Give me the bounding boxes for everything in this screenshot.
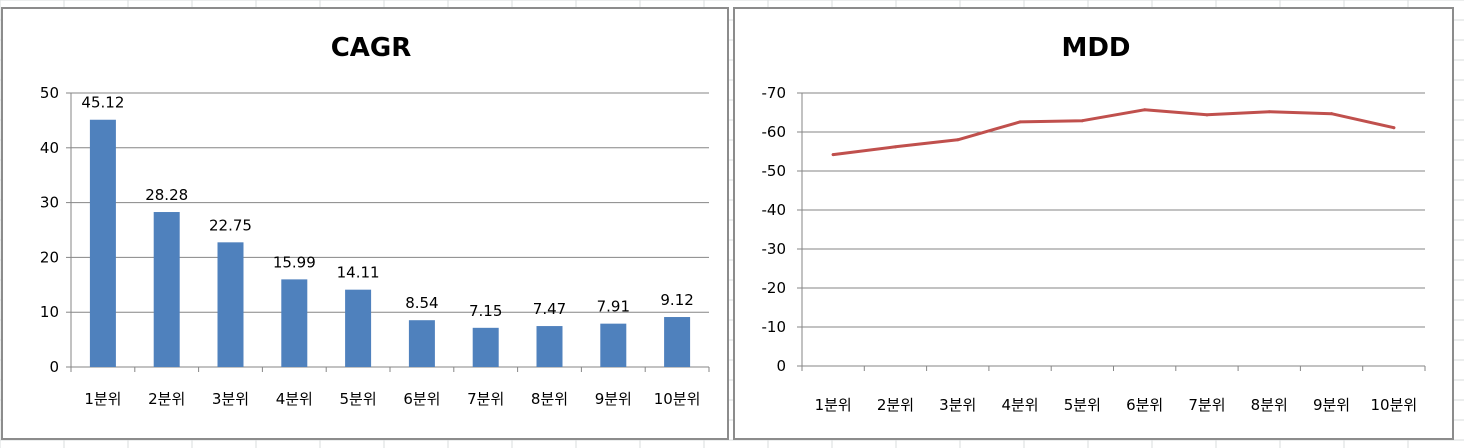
bar [408, 320, 435, 367]
data-point [831, 153, 835, 157]
x-tick-label: 10분위 [1371, 396, 1418, 414]
x-tick-label: 2분위 [877, 396, 914, 414]
y-tick-label: -60 [762, 123, 787, 141]
data-label: 28.28 [145, 186, 188, 204]
x-tick-label: 8분위 [531, 390, 568, 408]
x-tick-label: 4분위 [1001, 396, 1038, 414]
data-label: 22.75 [209, 216, 252, 234]
data-label: 15.99 [273, 253, 316, 271]
mdd-chart: MDD 0 -10 -20 -30 -40 -50 -60 -70 1분위 2분위 3분위 4분위 5분… [762, 33, 1426, 414]
data-label: 7.91 [597, 298, 630, 316]
data-label: 14.11 [337, 264, 380, 282]
x-tick-label: 6분위 [1126, 396, 1163, 414]
y-tick-label: 0 [776, 357, 786, 375]
bar [664, 317, 691, 367]
bar [281, 279, 308, 367]
data-label: 9.12 [660, 291, 693, 309]
data-point [1330, 112, 1334, 116]
x-tick-label: 7분위 [467, 390, 504, 408]
bar [536, 326, 563, 367]
x-tick-label: 4분위 [276, 390, 313, 408]
x-tick-label: 7분위 [1188, 396, 1225, 414]
x-tick-label: 9분위 [1313, 396, 1350, 414]
x-tick-label: 10분위 [654, 390, 701, 408]
data-point [1143, 108, 1147, 112]
y-tick-label: 10 [40, 303, 59, 321]
y-tick-label: -70 [762, 84, 787, 102]
y-tick-label: -40 [762, 201, 787, 219]
y-tick-label: 0 [49, 358, 59, 376]
x-tick-label: 1분위 [815, 396, 852, 414]
data-point [1018, 120, 1022, 124]
x-tick-label: 3분위 [212, 390, 249, 408]
x-tick-label: 6분위 [403, 390, 440, 408]
y-tick-label: -50 [762, 162, 787, 180]
bar [472, 327, 499, 367]
bar [345, 289, 372, 367]
data-point [956, 138, 960, 142]
x-tick-label: 5분위 [1064, 396, 1101, 414]
data-point [1080, 119, 1084, 123]
mdd-chart-container[interactable]: MDD 0 -10 -20 -30 -40 -50 -60 -70 1분위 2분위 3분위 4분위 5분… [733, 7, 1454, 440]
data-label: 8.54 [405, 294, 438, 312]
y-tick-label: -20 [762, 279, 787, 297]
x-tick-label: 5분위 [340, 390, 377, 408]
chart-title: MDD [1061, 33, 1130, 63]
data-point [1205, 113, 1209, 117]
x-tick-label: 8분위 [1251, 396, 1288, 414]
y-tick-label: 20 [40, 248, 59, 266]
data-point [893, 145, 897, 149]
data-label: 7.47 [533, 300, 566, 318]
cagr-chart: CAGR 0 10 20 30 40 50 45.12 1분위 28.28 2분위 22.75 3분위… [40, 33, 710, 408]
bar [153, 212, 180, 367]
bar [89, 119, 116, 367]
y-tick-label: 50 [40, 84, 59, 102]
chart-title: CAGR [331, 33, 412, 63]
data-label: 45.12 [81, 94, 124, 112]
x-tick-label: 1분위 [84, 390, 121, 408]
bar [217, 242, 244, 367]
x-tick-label: 2분위 [148, 390, 185, 408]
data-label: 7.15 [469, 302, 502, 320]
bar [600, 323, 627, 367]
x-tick-label: 9분위 [595, 390, 632, 408]
data-point [1267, 110, 1271, 114]
cagr-chart-container[interactable]: CAGR 0 10 20 30 40 50 45.12 1분위 28.28 2분위 22.75 3분위… [1, 7, 729, 440]
y-tick-label: 40 [40, 139, 59, 157]
y-tick-label: -30 [762, 240, 787, 258]
y-tick-label: -10 [762, 318, 787, 336]
x-tick-label: 3분위 [939, 396, 976, 414]
series-line [831, 108, 1396, 157]
y-tick-label: 30 [40, 194, 59, 212]
data-point [1392, 126, 1396, 130]
